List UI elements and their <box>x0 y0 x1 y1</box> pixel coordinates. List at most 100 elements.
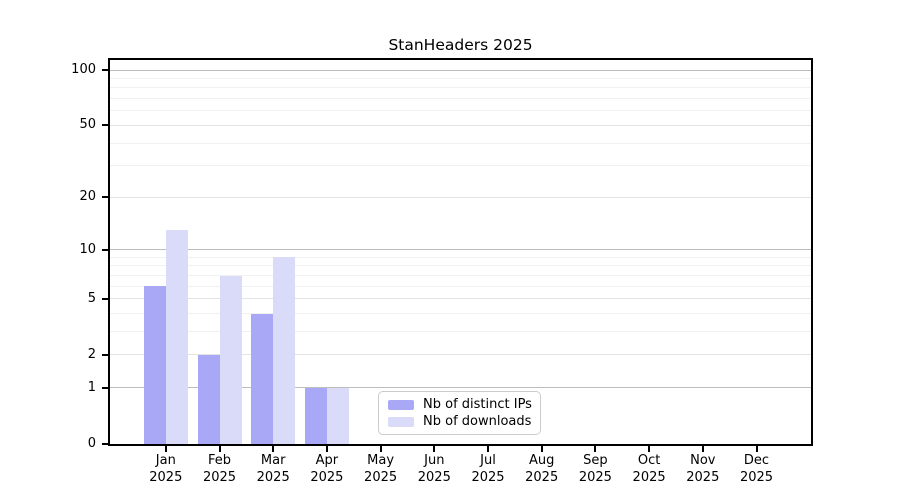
x-tick-label-feb: Feb 2025 <box>188 452 252 486</box>
gridline-3 <box>110 331 811 333</box>
month-label: May <box>367 453 395 468</box>
year-label: 2025 <box>471 470 505 485</box>
y-tick-label-100: 100 <box>71 62 96 77</box>
gridline-80 <box>110 87 811 89</box>
gridline-7 <box>110 274 811 276</box>
month-label: Feb <box>207 453 232 468</box>
gridline-60 <box>110 110 811 112</box>
x-tick-label-may: May 2025 <box>349 452 413 486</box>
bar-downloads-jan <box>165 230 188 444</box>
x-tick-oct <box>648 446 651 452</box>
bar-downloads-mar <box>273 257 296 444</box>
year-label: 2025 <box>578 470 612 485</box>
legend-swatch-downloads <box>388 416 414 427</box>
x-tick-nov <box>701 446 704 452</box>
year-label: 2025 <box>364 470 398 485</box>
gridline-6 <box>110 285 811 287</box>
y-tick-label-2: 2 <box>87 346 96 362</box>
y-tick-1 <box>102 386 110 389</box>
bar-ips-apr <box>304 387 327 444</box>
x-tick-label-jul: Jul 2025 <box>456 452 520 486</box>
y-tick-label-1: 1 <box>87 379 96 395</box>
y-tick-label-0: 0 <box>87 436 96 451</box>
x-tick-jun <box>433 446 436 452</box>
x-tick-mar <box>272 446 275 452</box>
month-label: Apr <box>315 453 339 468</box>
plot-area <box>108 58 813 446</box>
x-tick-label-mar: Mar 2025 <box>241 452 305 486</box>
year-label: 2025 <box>417 470 451 485</box>
x-tick-label-nov: Nov 2025 <box>671 452 735 486</box>
y-tick-0 <box>102 443 110 445</box>
x-tick-label-aug: Aug 2025 <box>510 452 574 486</box>
gridline-20 <box>110 196 811 198</box>
month-label: Aug <box>528 453 555 468</box>
x-tick-label-dec: Dec 2025 <box>725 452 789 486</box>
x-tick-label-sep: Sep 2025 <box>563 452 627 486</box>
month-label: Nov <box>690 453 716 468</box>
gridline-1 <box>110 387 811 389</box>
year-label: 2025 <box>632 470 666 485</box>
gridline-100 <box>110 69 811 71</box>
y-tick-100 <box>102 69 110 71</box>
x-tick-label-apr: Apr 2025 <box>295 452 359 486</box>
year-label: 2025 <box>256 470 290 485</box>
x-tick-feb <box>218 446 221 452</box>
month-label: Dec <box>743 453 770 468</box>
chart-title: StanHeaders 2025 <box>388 36 533 54</box>
year-label: 2025 <box>202 470 237 485</box>
gridline-40 <box>110 142 811 144</box>
year-label: 2025 <box>149 470 183 485</box>
x-tick-label-oct: Oct 2025 <box>617 452 681 486</box>
y-tick-label-5: 5 <box>87 290 96 306</box>
month-label: Sep <box>583 453 608 468</box>
bar-ips-feb <box>197 354 220 444</box>
y-tick-2 <box>102 353 110 356</box>
x-tick-jul <box>487 446 489 452</box>
y-tick-50 <box>102 124 110 127</box>
gridline-9 <box>110 256 811 258</box>
y-tick-5 <box>102 297 110 300</box>
gridline-90 <box>110 77 811 79</box>
legend-entry-downloads: Nb of downloads <box>388 414 531 429</box>
legend-label-downloads: Nb of downloads <box>423 414 532 429</box>
x-tick-apr <box>325 446 328 452</box>
y-tick-label-10: 10 <box>79 241 96 257</box>
month-label: Mar <box>260 453 286 468</box>
y-tick-label-50: 50 <box>79 117 96 133</box>
x-tick-label-jun: Jun 2025 <box>402 452 466 486</box>
bar-downloads-apr <box>326 387 349 444</box>
month-label: Jul <box>480 453 496 468</box>
y-tick-20 <box>102 196 110 199</box>
gridline-70 <box>110 98 811 100</box>
year-label: 2025 <box>310 470 344 485</box>
legend-entry-ips: Nb of distinct IPs <box>388 397 532 412</box>
year-label: 2025 <box>686 470 720 485</box>
x-tick-aug <box>540 446 543 452</box>
x-tick-dec <box>755 446 758 452</box>
gridline-4 <box>110 313 811 315</box>
gridline-5 <box>110 298 811 300</box>
y-tick-label-20: 20 <box>79 189 96 205</box>
y-tick-10 <box>102 248 110 251</box>
legend-swatch-ips <box>388 399 414 410</box>
month-label: Jan <box>155 453 176 468</box>
bar-downloads-feb <box>219 275 242 444</box>
legend-label-ips: Nb of distinct IPs <box>423 397 532 412</box>
gridline-30 <box>110 165 811 167</box>
gridline-2 <box>110 354 811 356</box>
month-label: Oct <box>637 453 661 468</box>
x-tick-may <box>379 446 382 452</box>
month-label: Jun <box>424 453 445 468</box>
legend: Nb of distinct IPs Nb of downloads <box>378 391 541 435</box>
gridline-8 <box>110 265 811 267</box>
gridline-50 <box>110 124 811 126</box>
bar-ips-mar <box>251 313 274 444</box>
gridline-10 <box>110 249 811 251</box>
x-tick-sep <box>594 446 597 452</box>
x-tick-jan <box>164 446 167 452</box>
bar-ips-jan <box>143 286 166 444</box>
year-label: 2025 <box>739 470 774 485</box>
year-label: 2025 <box>525 470 559 485</box>
